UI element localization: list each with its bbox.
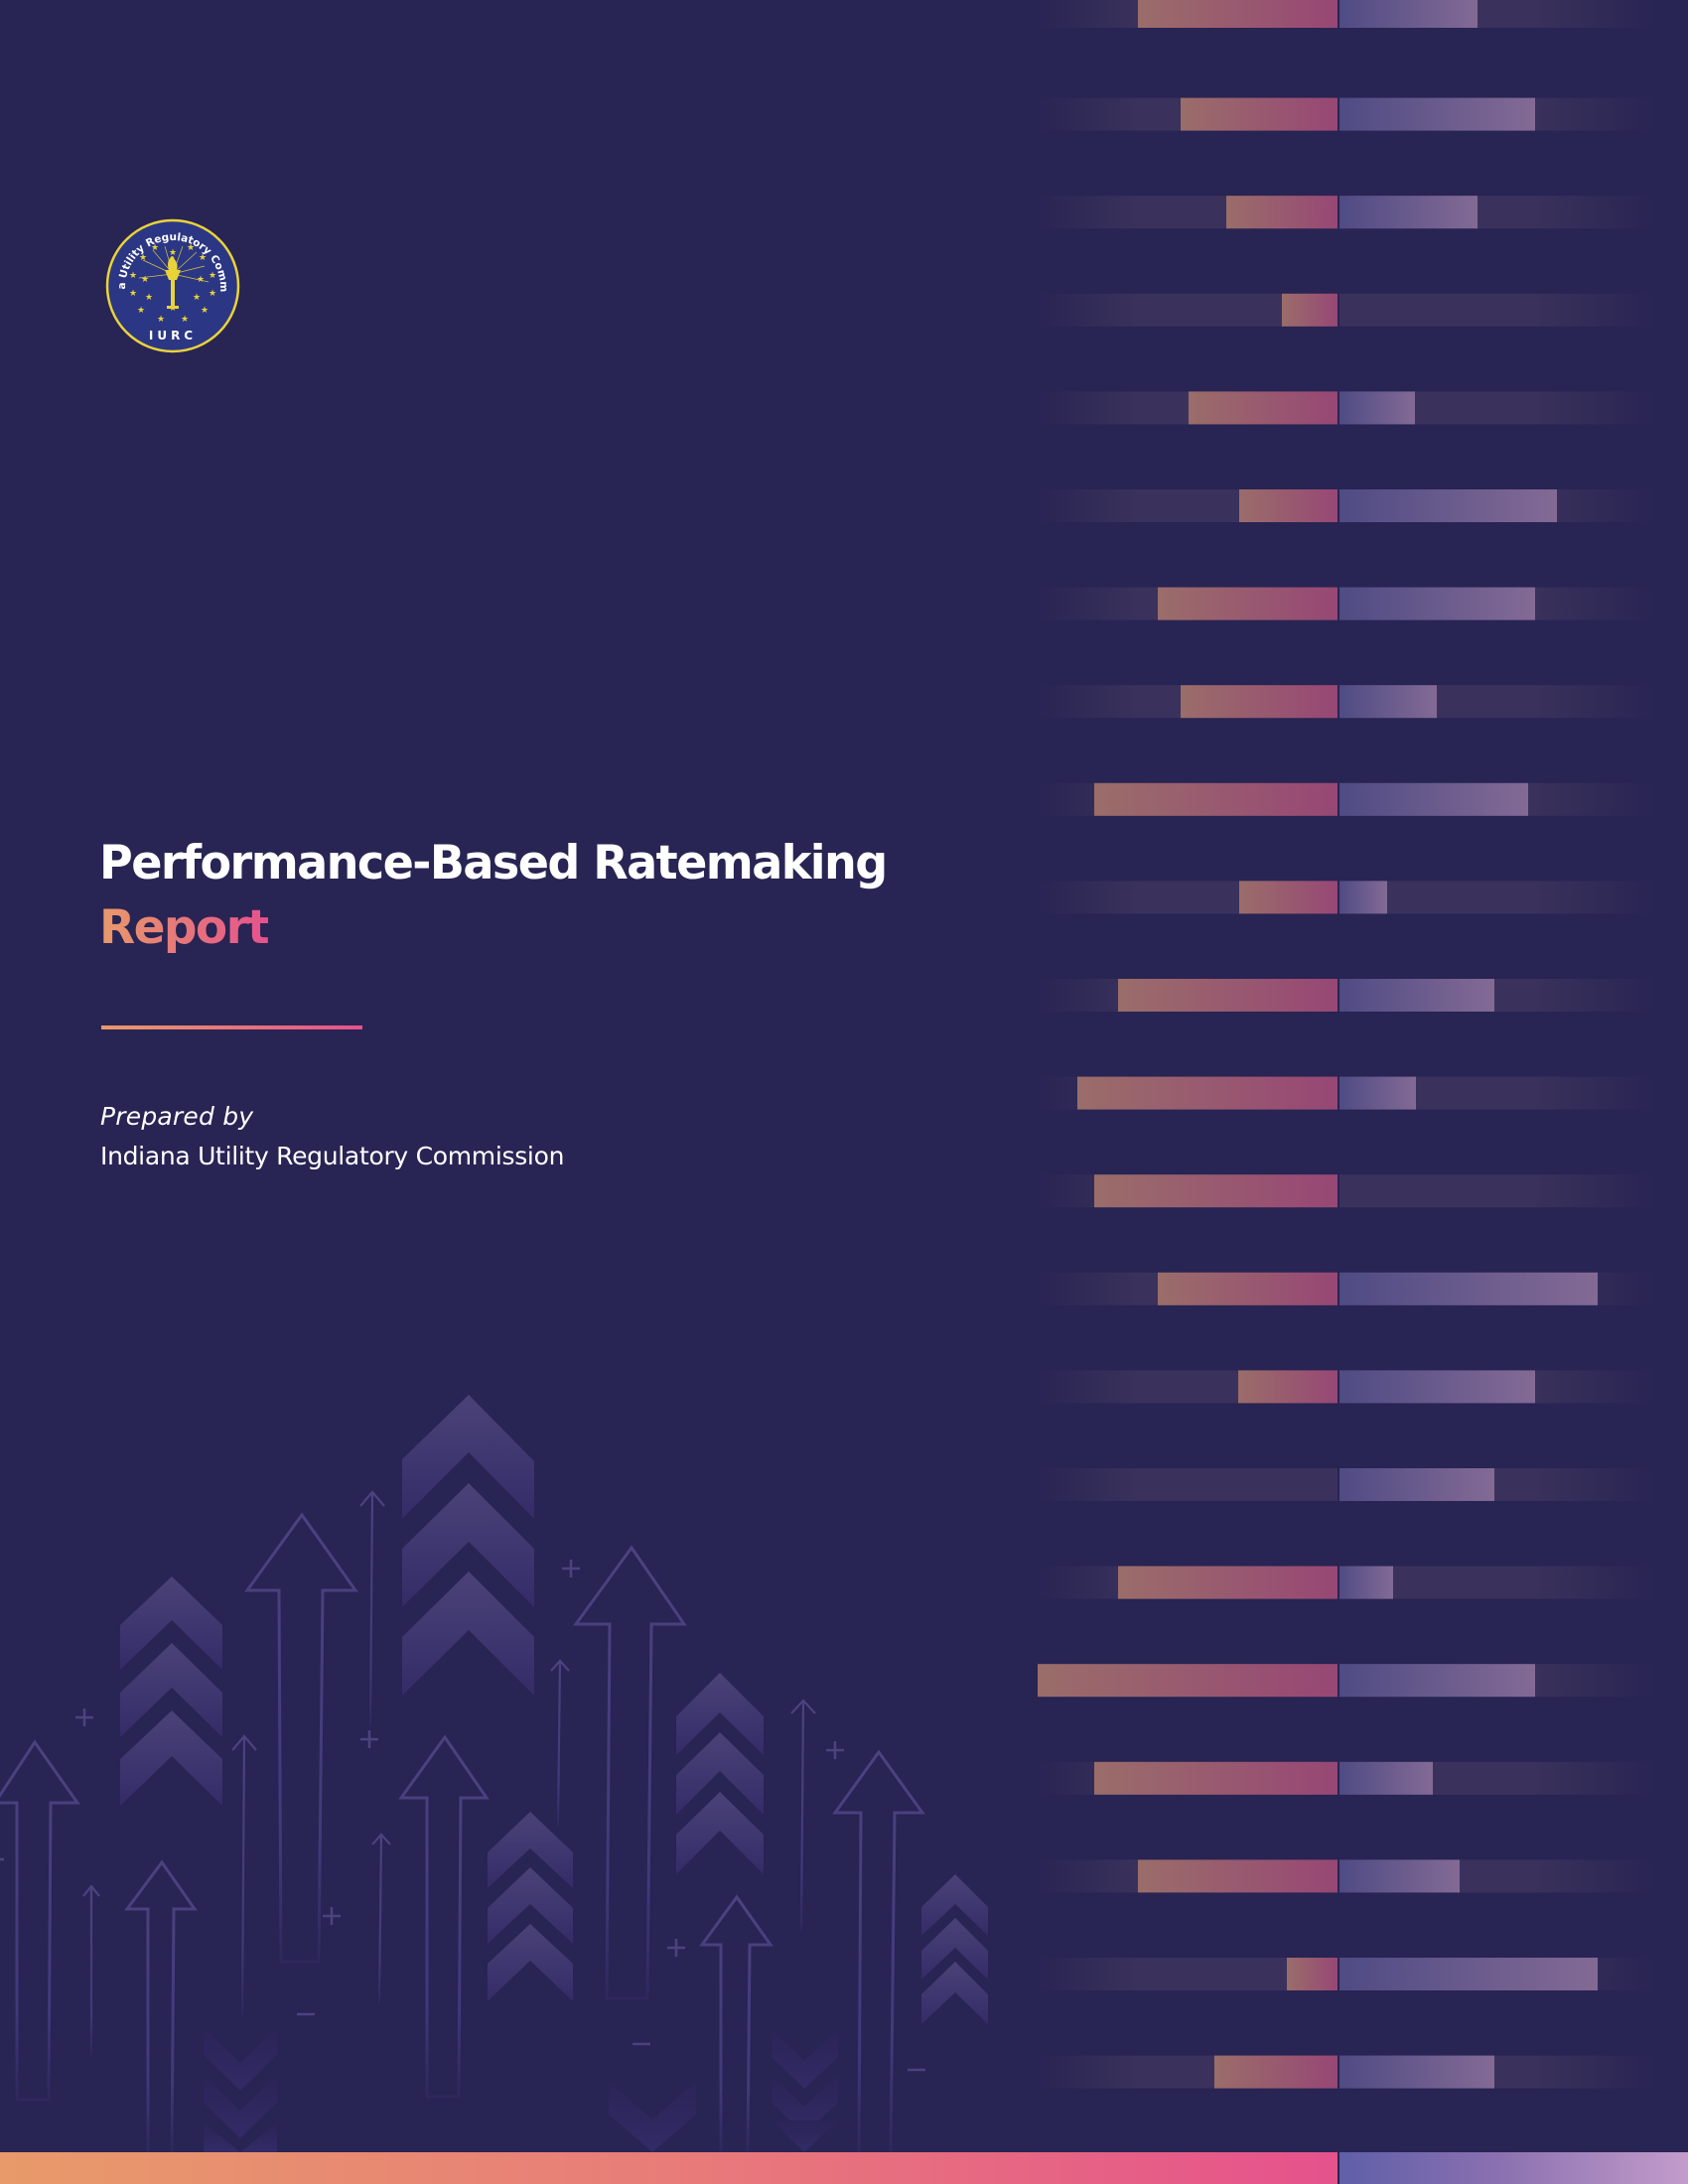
report-title: Performance-Based Ratemaking xyxy=(99,836,888,890)
organization-name: Indiana Utility Regulatory Commission xyxy=(100,1142,565,1170)
bar-right-segment xyxy=(1339,1859,1460,1893)
bar-left-segment xyxy=(1287,1958,1337,1990)
footer-bar-warm-segment xyxy=(0,2152,1337,2184)
bars-graphic xyxy=(1035,0,1658,2089)
bar-right-segment xyxy=(1339,2055,1494,2089)
svg-text:★: ★ xyxy=(209,271,216,281)
bar-right-segment xyxy=(1339,685,1437,719)
svg-text:★: ★ xyxy=(199,253,207,263)
minus-icon xyxy=(0,1857,925,2072)
svg-text:★: ★ xyxy=(181,315,189,325)
bar-right-segment xyxy=(1339,97,1535,131)
rising-arrows-graphic xyxy=(0,1395,988,2153)
bar-right-segment xyxy=(1339,1664,1535,1698)
svg-text:IURC: IURC xyxy=(149,329,197,342)
decorative-bars xyxy=(1033,0,1688,2152)
bar-right-segment xyxy=(1339,1958,1598,1990)
bar-right-segment xyxy=(1339,1468,1494,1501)
bar-track-left xyxy=(1035,1468,1337,1501)
bar-left-segment xyxy=(1158,587,1337,620)
bar-right-segment xyxy=(1339,782,1528,816)
footer-bar-cool-segment xyxy=(1339,2152,1688,2184)
bar-right-segment xyxy=(1339,1076,1416,1110)
bar-left-segment xyxy=(1239,881,1337,914)
svg-text:★: ★ xyxy=(139,253,147,263)
bar-left-segment xyxy=(1138,1859,1337,1893)
bar-right-segment xyxy=(1339,1272,1598,1305)
bar-right-segment xyxy=(1339,196,1477,229)
bar-track-right xyxy=(1339,293,1658,327)
bar-left-segment xyxy=(1138,0,1337,28)
bar-left-segment xyxy=(1118,979,1337,1012)
svg-text:★: ★ xyxy=(129,271,137,281)
footer-gradient-bar xyxy=(0,2152,1688,2184)
bar-right-segment xyxy=(1339,1370,1535,1404)
bar-right-segment xyxy=(1339,391,1415,425)
down-chevron-icon xyxy=(204,2027,838,2152)
bar-left-segment xyxy=(1282,293,1337,327)
title-divider xyxy=(101,1025,362,1029)
bar-left-segment xyxy=(1094,1761,1337,1795)
bar-left-segment xyxy=(1239,489,1337,522)
svg-text:★: ★ xyxy=(151,243,159,253)
svg-text:★: ★ xyxy=(137,306,145,316)
bar-left-segment xyxy=(1038,1664,1337,1698)
bar-track-right xyxy=(1339,1174,1658,1208)
bar-left-segment xyxy=(1094,782,1337,816)
bar-right-segment xyxy=(1339,489,1557,522)
bar-left-segment xyxy=(1181,685,1337,719)
bar-left-segment xyxy=(1077,1076,1337,1110)
bar-left-segment xyxy=(1181,97,1337,131)
seal-icon: Indiana Utility Regulatory Commission ★ … xyxy=(99,207,240,353)
bar-right-segment xyxy=(1339,979,1494,1012)
bar-left-segment xyxy=(1226,196,1337,229)
svg-text:★: ★ xyxy=(129,289,137,299)
svg-text:★: ★ xyxy=(141,275,149,285)
bar-right-segment xyxy=(1339,1566,1393,1599)
svg-text:★: ★ xyxy=(169,304,177,314)
bar-left-segment xyxy=(1214,2055,1337,2089)
outlined-arrow-icon xyxy=(0,1512,925,2153)
svg-text:★: ★ xyxy=(157,315,165,325)
report-subtitle: Report xyxy=(99,900,270,955)
bar-track-right xyxy=(1339,881,1658,914)
bar-right-segment xyxy=(1339,881,1387,914)
bar-right-segment xyxy=(1339,0,1477,28)
prepared-by-label: Prepared by xyxy=(100,1102,254,1131)
chevron-stack-icon xyxy=(120,1395,988,2024)
bar-left-segment xyxy=(1118,1566,1337,1599)
svg-text:★: ★ xyxy=(201,306,209,316)
bar-left-segment xyxy=(1094,1174,1337,1208)
svg-text:★: ★ xyxy=(209,289,216,299)
bar-left-segment xyxy=(1189,391,1337,425)
iurc-logo: Indiana Utility Regulatory Commission ★ … xyxy=(99,207,242,355)
bar-left-segment xyxy=(1158,1272,1337,1305)
bar-right-segment xyxy=(1339,587,1535,620)
bar-right-segment xyxy=(1339,1761,1433,1795)
bar-left-segment xyxy=(1238,1370,1337,1404)
svg-text:★: ★ xyxy=(193,293,201,303)
svg-text:★: ★ xyxy=(169,248,177,258)
svg-text:★: ★ xyxy=(197,275,205,285)
thin-arrow-icon xyxy=(82,1490,816,2055)
decorative-arrows xyxy=(0,1370,993,2153)
svg-text:★: ★ xyxy=(145,293,153,303)
svg-text:★: ★ xyxy=(187,243,195,253)
svg-text:★: ★ xyxy=(169,257,177,267)
plus-icon xyxy=(75,1560,844,1957)
